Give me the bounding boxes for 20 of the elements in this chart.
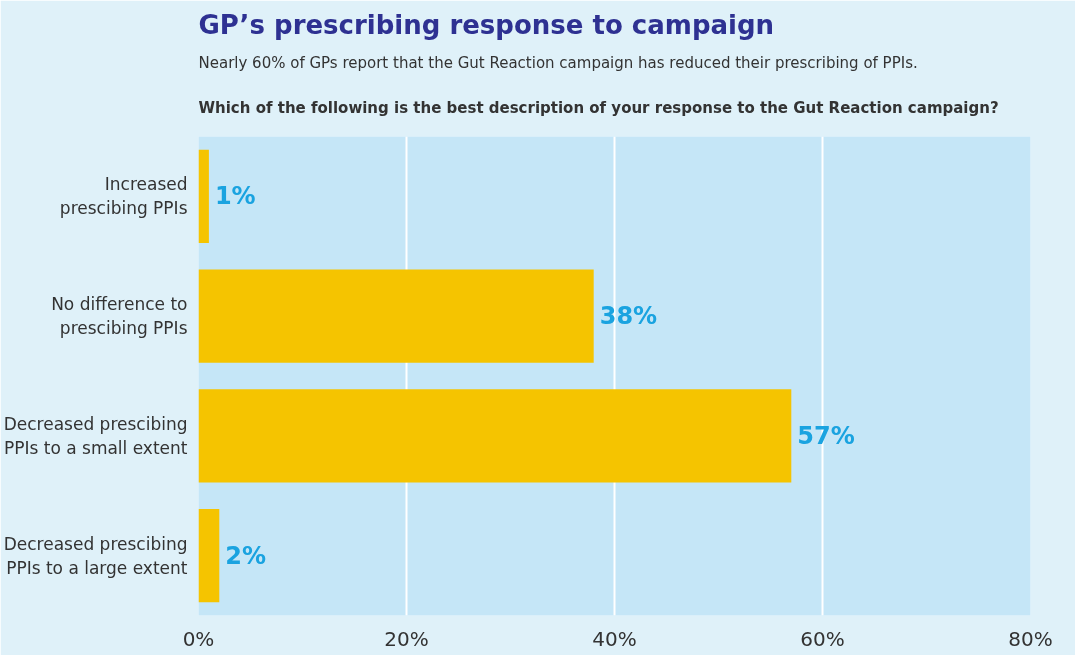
chart-subtitle: Nearly 60% of GPs report that the Gut Reaction campaign has reduced their prescribing of PPIs. [198, 53, 918, 72]
y-tick-label: Increased prescibing PPIs [59, 174, 188, 219]
data-label: 57% [797, 421, 855, 450]
x-tick-label: 60% [800, 626, 845, 651]
x-tick-label: 20% [384, 626, 429, 651]
y-tick-label: Decreased prescibing PPIs to a large extent [3, 533, 188, 578]
bar [198, 389, 792, 483]
data-label: 2% [225, 541, 267, 570]
x-tick-label: 40% [592, 626, 637, 651]
bar [198, 149, 209, 244]
y-tick-label: No difference to prescibing PPIs [51, 294, 188, 339]
bar [198, 269, 594, 363]
x-tick-label: 0% [182, 626, 215, 651]
data-label: 38% [599, 302, 658, 331]
text: Which of the following is the best description of your response to the Gut Reaction campaign? [198, 98, 999, 117]
y-tick-label: Decreased prescibing PPIs to a small extent [3, 413, 188, 458]
bar [198, 508, 220, 603]
chart-title: GP’s prescribing response to campaign [198, 9, 775, 40]
data-label: 1% [214, 182, 256, 211]
x-tick-label: 80% [1008, 626, 1053, 651]
